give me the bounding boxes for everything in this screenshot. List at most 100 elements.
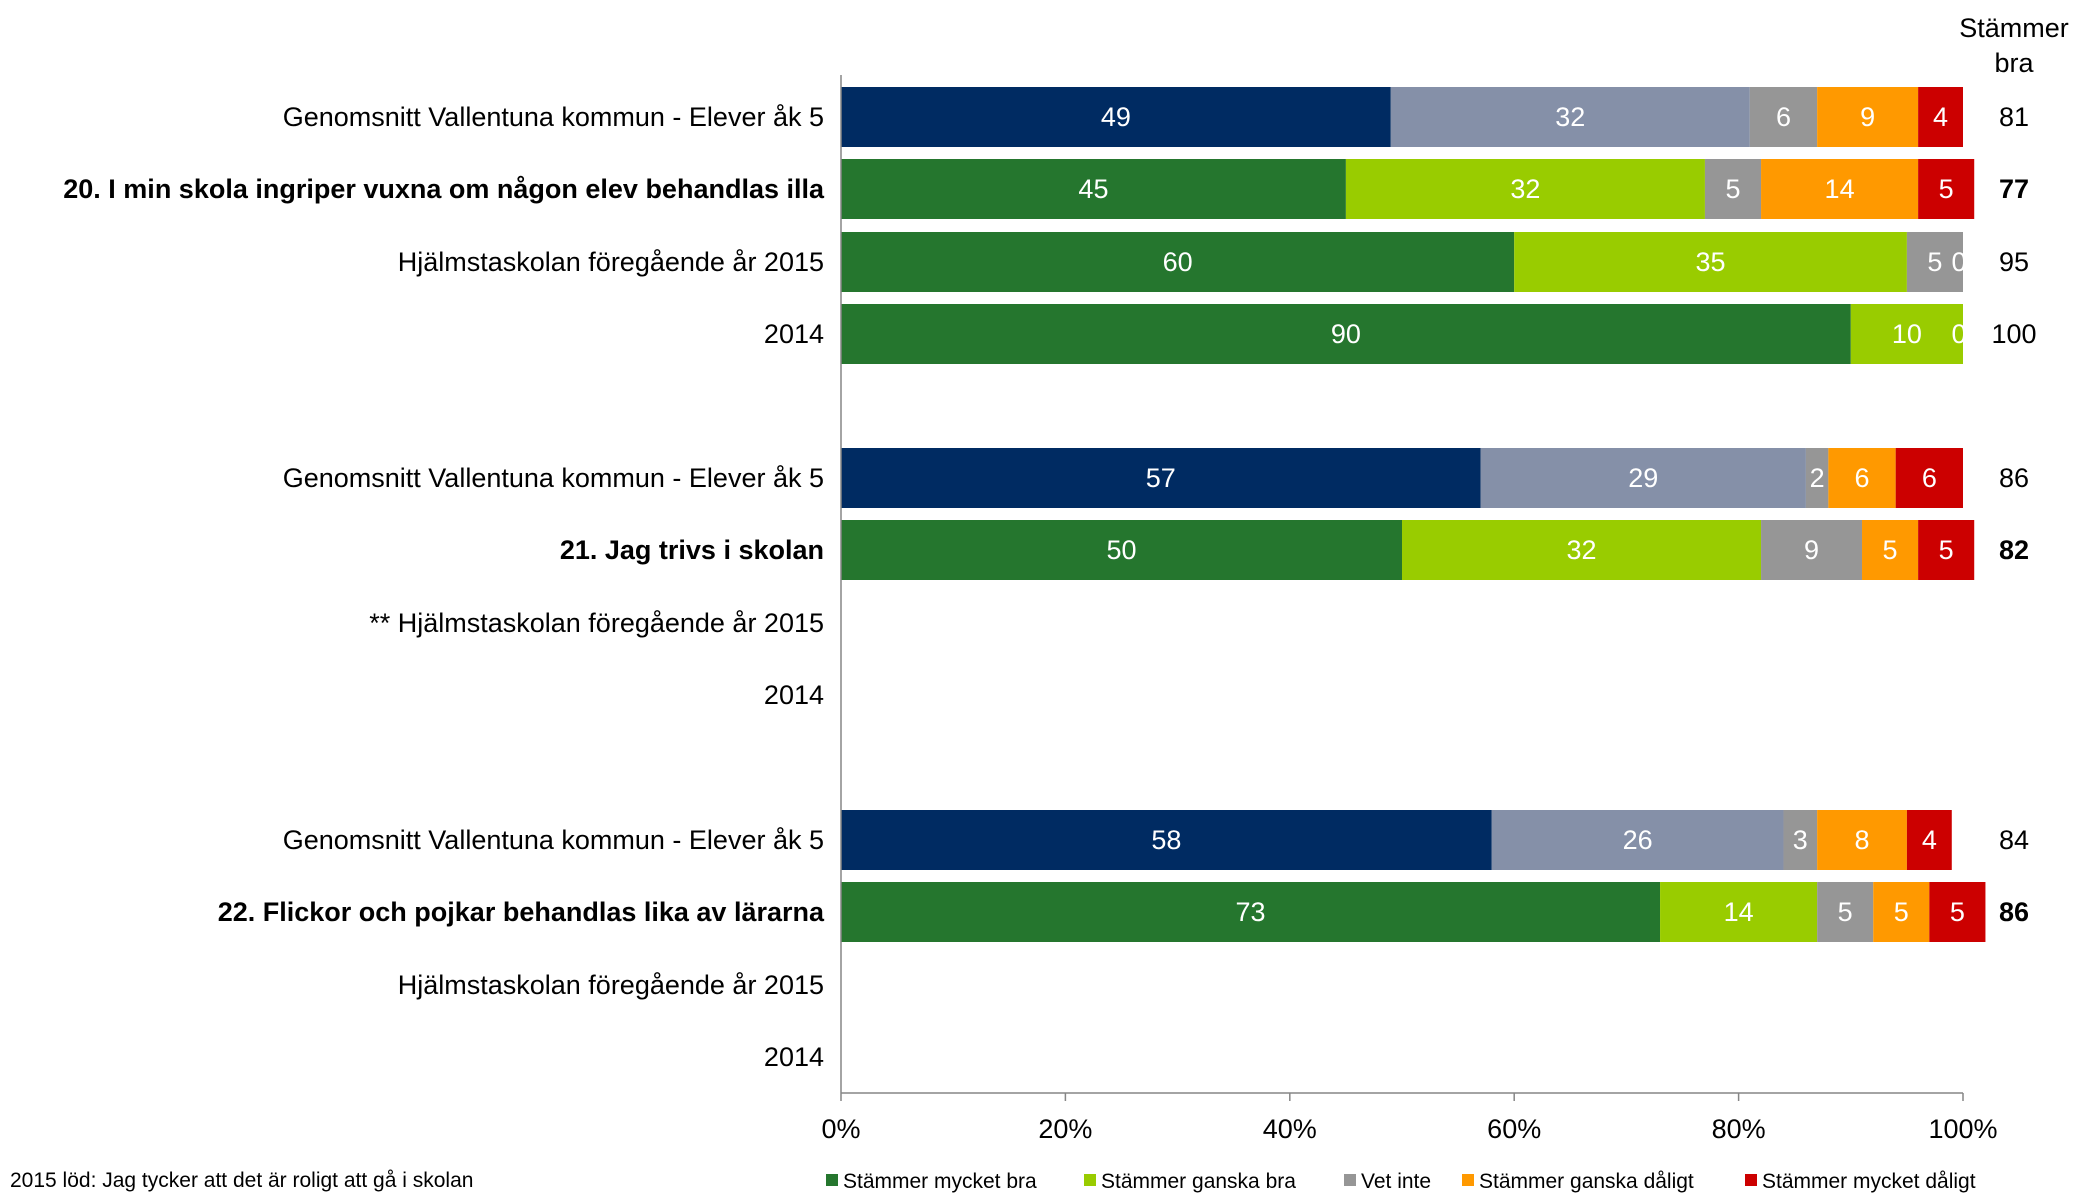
x-tick-label: 60% [1487, 1114, 1541, 1144]
legend-swatch [1344, 1174, 1356, 1186]
x-axis: 0% 20% 40% 60% 80% 100% [821, 75, 1998, 1144]
bar-row: Hjälmstaskolan föregående år 2015 [398, 970, 824, 1000]
bar-rows: Genomsnitt Vallentuna kommun - Elever åk… [63, 87, 2037, 1072]
bar-segment [1402, 520, 1762, 580]
row-total: 95 [1999, 247, 2029, 277]
bar-value-label: 32 [1566, 535, 1596, 565]
bar-segment [1761, 159, 1919, 219]
bar-segment [1828, 448, 1896, 508]
bar-value-label: 6 [1776, 102, 1791, 132]
bar-value-label: 0 [1951, 319, 1966, 349]
bar-value-label: 5 [1927, 247, 1942, 277]
bar-segment [1873, 882, 1930, 942]
bar-value-label: 8 [1855, 825, 1870, 855]
row-total: 77 [1999, 174, 2029, 204]
row-label: 2014 [764, 1042, 824, 1072]
footnote: 2015 löd: Jag tycker att det är roligt a… [10, 1169, 473, 1192]
total-header-line-1: Stämmer [1959, 13, 2069, 43]
bar-value-label: 3 [1793, 825, 1808, 855]
bar-value-label: 50 [1106, 535, 1136, 565]
bar-row: Genomsnitt Vallentuna kommun - Elever åk… [283, 87, 2029, 147]
bar-segment [841, 882, 1661, 942]
bar-value-label: 5 [1950, 897, 1965, 927]
bar-row: 2014 [764, 680, 824, 710]
row-label: 2014 [764, 319, 824, 349]
bar-row: 21. Jag trivs i skolan 50 32 9 5 5 82 [560, 520, 2029, 580]
bar-row: ** Hjälmstaskolan föregående år 2015 [369, 608, 824, 638]
bar-segment [1514, 232, 1907, 292]
bar-value-label: 9 [1804, 535, 1819, 565]
bar-value-label: 32 [1510, 174, 1540, 204]
bar-segment [1906, 810, 1952, 870]
bar-value-label: 4 [1922, 825, 1937, 855]
bar-value-label: 90 [1331, 319, 1361, 349]
bar-value-label: 9 [1860, 102, 1875, 132]
row-label: ** Hjälmstaskolan föregående år 2015 [369, 608, 824, 638]
row-label: Hjälmstaskolan föregående år 2015 [398, 970, 824, 1000]
legend-item: Stämmer ganska bra [1084, 1170, 1296, 1193]
x-tick-label: 20% [1038, 1114, 1092, 1144]
bar-segment [1918, 159, 1975, 219]
bar-value-label: 5 [1883, 535, 1898, 565]
legend-label: Stämmer mycket dåligt [1762, 1170, 1976, 1193]
bar-segment [1704, 159, 1762, 219]
row-label: 20. I min skola ingriper vuxna om någon … [63, 174, 825, 204]
bar-segment [841, 520, 1402, 580]
bar-value-label: 5 [1838, 897, 1853, 927]
legend-item: Stämmer mycket bra [826, 1170, 1037, 1193]
bar-row: Genomsnitt Vallentuna kommun - Elever åk… [283, 810, 2029, 870]
legend-label: Stämmer ganska dåligt [1479, 1170, 1694, 1193]
legend: Stämmer mycket bra Stämmer ganska bra Vet … [826, 1170, 1976, 1193]
row-total: 84 [1999, 825, 2029, 855]
bar-value-label: 14 [1825, 174, 1855, 204]
legend-swatch [1084, 1174, 1096, 1186]
row-total: 100 [1991, 319, 2036, 349]
bar-value-label: 29 [1628, 463, 1658, 493]
bar-row: Hjälmstaskolan föregående år 2015 60 35 5 0 9… [398, 232, 2029, 292]
bar-segment [1390, 87, 1750, 147]
bar-value-label: 5 [1939, 174, 1954, 204]
legend-item: Stämmer ganska dåligt [1462, 1170, 1694, 1193]
bar-row: Genomsnitt Vallentuna kommun - Elever åk… [283, 448, 2029, 508]
bar-value-label: 5 [1894, 897, 1909, 927]
bar-row: 2014 [764, 1042, 824, 1072]
row-label: 22. Flickor och pojkar behandlas lika av… [218, 897, 825, 927]
x-tick-label: 40% [1263, 1114, 1317, 1144]
bar-segment [1906, 232, 1963, 292]
bar-segment [1929, 882, 1986, 942]
row-total: 81 [1999, 102, 2029, 132]
bar-value-label: 2 [1810, 463, 1825, 493]
bar-segment [841, 159, 1346, 219]
bar-segment [1749, 87, 1818, 147]
row-total: 86 [1999, 463, 2029, 493]
row-total: 82 [1999, 535, 2029, 565]
bar-segment [1491, 810, 1784, 870]
bar-row: 22. Flickor och pojkar behandlas lika av… [218, 882, 2029, 942]
bar-segment [1817, 87, 1919, 147]
bar-segment [1918, 87, 1963, 147]
legend-label: Stämmer ganska bra [1101, 1170, 1296, 1193]
x-tick-label: 100% [1928, 1114, 1997, 1144]
row-label: Genomsnitt Vallentuna kommun - Elever åk… [283, 463, 824, 493]
bar-segment [1761, 520, 1863, 580]
bar-value-label: 26 [1623, 825, 1653, 855]
bar-segment [1783, 810, 1818, 870]
x-tick-label: 80% [1712, 1114, 1766, 1144]
bar-row: 20. I min skola ingriper vuxna om någon … [63, 159, 2029, 219]
bar-segment [841, 87, 1391, 147]
bar-segment [841, 810, 1492, 870]
legend-label: Stämmer mycket bra [843, 1170, 1037, 1193]
legend-swatch [826, 1174, 838, 1186]
bar-value-label: 32 [1555, 102, 1585, 132]
bar-segment [841, 448, 1481, 508]
bar-value-label: 5 [1725, 174, 1740, 204]
bar-value-label: 10 [1892, 319, 1922, 349]
bar-value-label: 6 [1855, 463, 1870, 493]
legend-item: Vet inte [1344, 1170, 1431, 1193]
bar-value-label: 35 [1696, 247, 1726, 277]
bar-value-label: 58 [1151, 825, 1181, 855]
bar-segment [1480, 448, 1806, 508]
total-header-line-2: bra [1994, 48, 2034, 78]
bar-segment [1817, 882, 1874, 942]
